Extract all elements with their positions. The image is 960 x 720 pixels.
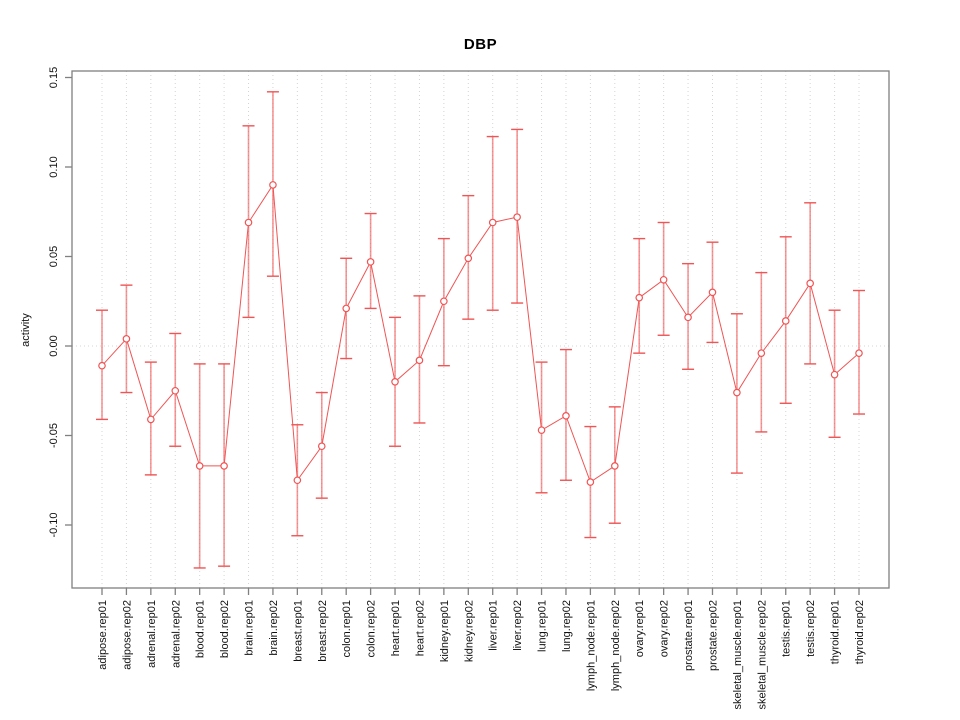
data-point (562, 412, 570, 420)
x-tick-label: blood.rep02 (219, 600, 231, 658)
y-tick-label: -0.10 (48, 512, 60, 537)
x-tick-label: lung.rep02 (561, 600, 573, 652)
data-point (708, 288, 717, 297)
x-tick-label: testis.rep02 (805, 600, 817, 657)
data-point (440, 297, 448, 306)
data-point (781, 317, 790, 325)
x-tick-label: colon.rep01 (341, 600, 353, 658)
x-tick-label: kidney.rep01 (439, 600, 451, 662)
x-tick-label: testis.rep01 (781, 600, 793, 657)
data-point (806, 279, 814, 288)
x-tick-label: breast.rep02 (317, 600, 329, 662)
data-point (366, 258, 375, 266)
data-point (488, 218, 497, 227)
x-tick-label: heart.rep02 (414, 600, 426, 656)
data-point (220, 462, 228, 470)
x-tick-label: prostate.rep01 (683, 600, 695, 671)
data-point (757, 349, 766, 357)
data-point (464, 254, 473, 263)
x-tick-label: colon.rep02 (366, 600, 378, 658)
x-tick-label: thyroid.rep02 (854, 600, 866, 664)
data-point (733, 388, 741, 397)
x-tick-label: brain.rep01 (244, 600, 256, 656)
y-tick-label: 0.05 (48, 246, 60, 267)
plot-border (71, 70, 890, 589)
data-point (830, 370, 839, 379)
y-tick-label: -0.05 (48, 423, 60, 448)
data-point (659, 275, 668, 284)
x-tick-label: ovary.rep02 (659, 600, 671, 657)
x-tick-label: heart.rep01 (390, 600, 402, 656)
data-point (269, 181, 277, 189)
x-tick-label: thyroid.rep01 (830, 600, 842, 664)
data-point (684, 313, 692, 322)
data-point (513, 213, 521, 221)
x-tick-label: kidney.rep02 (463, 600, 475, 662)
data-point (147, 415, 155, 424)
x-tick-label: lymph_node.rep02 (610, 600, 622, 691)
x-tick-label: breast.rep01 (292, 600, 304, 662)
x-tick-label: adrenal.rep01 (146, 600, 158, 668)
x-tick-label: lymph_node.rep01 (585, 600, 597, 691)
data-point (611, 462, 619, 470)
y-tick-label: 0.15 (48, 67, 60, 88)
x-tick-label: liver.rep02 (512, 600, 524, 651)
data-point (391, 377, 399, 386)
data-point (635, 293, 644, 302)
data-point (244, 218, 253, 227)
data-point (586, 478, 595, 486)
data-point (171, 386, 180, 395)
x-tick-label: adipose.rep02 (121, 600, 133, 670)
data-point (342, 304, 350, 313)
y-tick-label: 0.00 (48, 335, 60, 356)
x-tick-label: adrenal.rep02 (170, 600, 182, 668)
x-tick-label: adipose.rep01 (97, 600, 109, 670)
x-tick-label: ovary.rep01 (634, 600, 646, 657)
data-point (415, 356, 424, 365)
x-tick-label: brain.rep02 (268, 600, 280, 656)
data-point (293, 476, 302, 485)
chart-title: DBP (463, 36, 498, 53)
data-point (855, 349, 863, 357)
y-tick-label: 0.10 (48, 156, 60, 177)
data-point (98, 361, 106, 370)
series-line (101, 183, 860, 483)
data-point (122, 335, 131, 343)
data-point (195, 462, 204, 470)
x-tick-label: blood.rep01 (195, 600, 207, 658)
x-tick-label: prostate.rep02 (707, 600, 719, 671)
data-point (317, 442, 326, 451)
data-point (537, 426, 546, 434)
x-tick-label: liver.rep01 (488, 600, 500, 651)
x-tick-label: skeletal_muscle.rep02 (756, 600, 768, 709)
x-tick-label: lung.rep01 (537, 600, 549, 652)
x-tick-label: skeletal_muscle.rep01 (732, 600, 744, 709)
